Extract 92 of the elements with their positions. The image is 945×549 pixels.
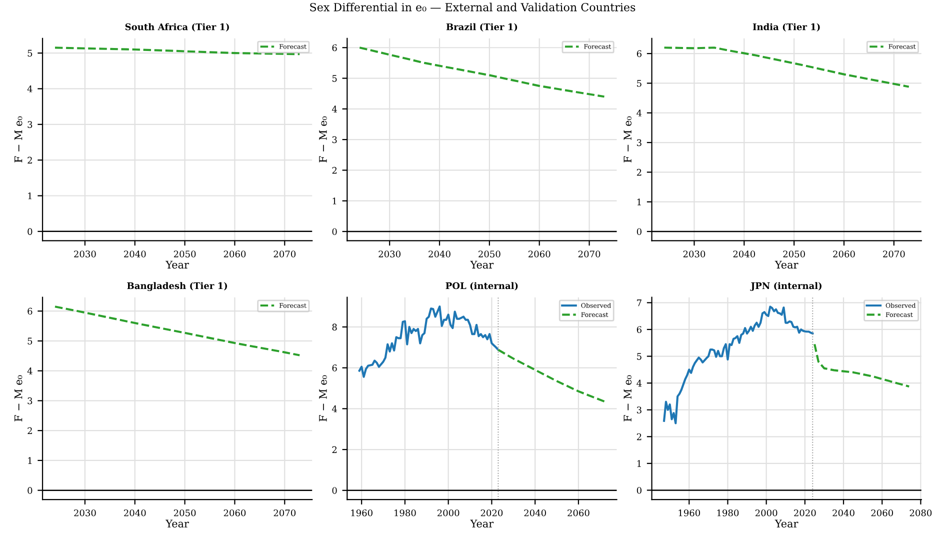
x-tick-label: 2080 <box>910 509 932 516</box>
x-tick-label: 2000 <box>437 509 460 516</box>
y-tick-label: 4 <box>332 106 337 112</box>
x-tick-label: 2070 <box>883 250 905 258</box>
chart-title: JPN (internal) <box>750 282 822 291</box>
x-tick-label: 2070 <box>274 250 296 258</box>
x-tick-label: 2060 <box>224 509 246 516</box>
y-tick-label: 1 <box>28 457 32 464</box>
x-axis-title: Year <box>166 260 189 269</box>
y-tick-label: 8 <box>332 324 337 331</box>
chart-title: South Africa (Tier 1) <box>125 23 229 32</box>
x-tick-label: 2060 <box>871 509 893 516</box>
x-tick-label: 2000 <box>755 509 778 516</box>
y-tick-label: 3 <box>28 121 32 128</box>
x-tick-label: 2060 <box>833 250 855 258</box>
x-tick-label: 2020 <box>480 509 503 516</box>
y-tick-label: 0 <box>332 228 337 236</box>
y-tick-label: 5 <box>28 338 32 345</box>
y-axis-title: F − M e₀ <box>14 116 22 162</box>
y-tick-label: 3 <box>637 139 642 146</box>
x-tick-label: 2060 <box>568 509 590 516</box>
x-tick-label: 2060 <box>528 250 550 258</box>
x-tick-label: 2060 <box>224 250 246 258</box>
x-axis-title: Year <box>470 520 494 528</box>
y-tick-label: 0 <box>636 228 642 236</box>
y-axis-title: F − M e₀ <box>624 375 632 422</box>
text: Sex Differential in e₀ — External and Validation Countries <box>310 2 636 12</box>
y-axis-title: F − M e₀ <box>319 375 327 422</box>
y-tick-label: 1 <box>28 192 32 200</box>
y-tick-label: 2 <box>332 166 337 174</box>
y-tick-label: 4 <box>636 110 642 116</box>
x-tick-label: 1980 <box>717 509 739 516</box>
y-tick-label: 0 <box>636 486 642 494</box>
chart-title: India (Tier 1) <box>752 23 820 32</box>
x-tick-label: 2040 <box>428 250 450 258</box>
x-tick-label: 2040 <box>832 509 854 516</box>
x-axis-title: Year <box>166 520 189 528</box>
x-tick-label: 2030 <box>74 509 96 516</box>
x-tick-label: 2050 <box>174 509 196 516</box>
y-tick-label: 1 <box>637 460 641 467</box>
y-tick-label: 0 <box>28 228 32 235</box>
y-tick-label: 2 <box>332 446 337 453</box>
y-tick-label: 6 <box>332 364 337 372</box>
y-tick-label: 2 <box>636 168 642 176</box>
y-tick-label: 4 <box>332 405 337 412</box>
x-tick-label: 2050 <box>783 250 805 258</box>
y-tick-label: 4 <box>27 85 32 92</box>
y-tick-label: 7 <box>637 300 642 306</box>
y-tick-label: 1 <box>332 198 336 204</box>
x-tick-label: 2030 <box>378 250 400 258</box>
y-tick-label: 4 <box>27 368 32 374</box>
y-tick-label: 5 <box>28 50 32 57</box>
y-tick-label: 5 <box>637 80 642 87</box>
chart-title: Brazil (Tier 1) <box>446 23 518 32</box>
y-axis-title: F − M e₀ <box>14 375 22 422</box>
x-tick-label: 2070 <box>274 509 296 516</box>
y-tick-label: 2 <box>636 433 642 440</box>
y-axis-title: F − M e₀ <box>319 116 327 162</box>
y-tick-label: 6 <box>636 326 642 334</box>
x-tick-label: 2040 <box>524 509 546 516</box>
x-axis-title: Year <box>774 520 798 528</box>
y-tick-label: 4 <box>636 380 642 386</box>
x-tick-label: 2070 <box>578 250 600 258</box>
y-tick-label: 6 <box>28 308 32 315</box>
chart-title: Bangladesh (Tier 1) <box>127 282 228 291</box>
x-tick-label: 2030 <box>683 250 706 258</box>
y-tick-label: 0 <box>28 487 32 494</box>
x-axis-title: Year <box>774 260 798 269</box>
x-tick-label: 2050 <box>478 250 500 258</box>
x-tick-label: 2040 <box>124 250 146 258</box>
x-tick-label: 2050 <box>174 250 196 258</box>
y-tick-label: 3 <box>637 406 642 414</box>
y-tick-label: 5 <box>637 353 642 360</box>
y-tick-label: 6 <box>636 50 642 58</box>
y-axis-title: F − M e₀ <box>624 116 632 162</box>
x-axis-title: Year <box>470 260 494 269</box>
chart-title: POL (internal) <box>446 282 518 290</box>
y-tick-label: 2 <box>28 156 32 164</box>
y-tick-label: 5 <box>332 75 337 82</box>
x-tick-label: 2020 <box>794 509 816 516</box>
y-tick-label: 2 <box>28 427 32 434</box>
x-tick-label: 2040 <box>733 250 756 258</box>
y-tick-label: 0 <box>332 487 337 494</box>
x-tick-label: 1960 <box>351 509 372 516</box>
y-tick-label: 6 <box>332 44 337 52</box>
y-tick-label: 1 <box>637 198 641 206</box>
y-tick-label: 3 <box>332 136 337 144</box>
x-tick-label: 2030 <box>74 250 96 258</box>
x-tick-label: 2040 <box>124 509 146 516</box>
x-tick-label: 1980 <box>394 509 416 516</box>
y-tick-label: 3 <box>28 397 32 404</box>
x-tick-label: 1960 <box>678 509 700 516</box>
